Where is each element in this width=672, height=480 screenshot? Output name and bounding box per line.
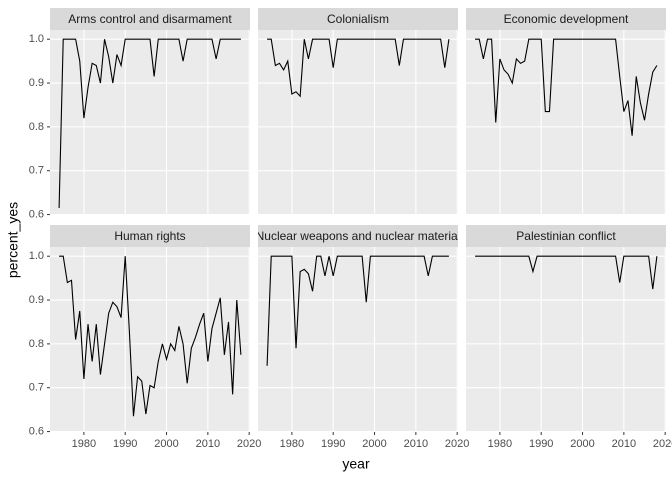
panel: Palestinian conflict 1980 1990 2000 2010 2020 — [466, 225, 672, 450]
line — [59, 255, 242, 417]
line — [58, 38, 241, 209]
strip-label: Economic development — [504, 12, 629, 26]
panel: Nuclear weapons and nuclear material 1980… — [256, 225, 469, 450]
y-tick-label: 0.6 — [29, 208, 44, 220]
panel: Human rights 0.6 0.7 0.8 0.9 1.0 1980 1990 2000 2… — [29, 225, 261, 450]
y-tick-label: 0.7 — [29, 382, 44, 394]
x-tick-label: 2000 — [154, 438, 178, 450]
y-tick-label: 1.0 — [29, 250, 44, 262]
y-tick-label: 1.0 — [29, 33, 44, 45]
y-tick-label: 0.8 — [29, 338, 44, 350]
strip — [258, 225, 458, 247]
strip-label: Nuclear weapons and nuclear material — [256, 229, 461, 243]
x-tick-label: 2020 — [445, 438, 469, 450]
strip — [50, 8, 250, 30]
x-tick-label: 2010 — [404, 438, 428, 450]
panel: Economic development — [466, 8, 666, 216]
x-tick-label: 2000 — [362, 438, 386, 450]
panel: Colonialism — [258, 8, 458, 216]
x-tick-label: 1980 — [280, 438, 304, 450]
x-tick-label: 1990 — [321, 438, 345, 450]
line — [475, 255, 658, 290]
panel-background — [258, 247, 458, 432]
x-axis-title: year — [342, 456, 370, 472]
strip — [466, 225, 666, 247]
y-tick-label: 0.6 — [29, 425, 44, 437]
x-tick-label: 1980 — [488, 438, 512, 450]
strip-label: Palestinian conflict — [516, 229, 616, 243]
strip — [466, 8, 666, 30]
panel-background — [50, 247, 250, 432]
y-tick-label: 0.8 — [29, 121, 44, 133]
line — [475, 38, 658, 136]
x-tick-label: 1990 — [529, 438, 553, 450]
strip-label: Human rights — [114, 229, 185, 243]
strip-label: Arms control and disarmament — [68, 12, 232, 26]
panel-background — [258, 30, 458, 215]
strip — [258, 8, 458, 30]
y-tick-label: 0.9 — [29, 294, 44, 306]
x-tick-label: 2000 — [570, 438, 594, 450]
line — [266, 255, 449, 366]
x-tick-label: 2010 — [612, 438, 636, 450]
line — [267, 38, 450, 98]
x-tick-label: 1990 — [113, 438, 137, 450]
x-tick-label: 1980 — [72, 438, 96, 450]
strip — [50, 225, 250, 247]
x-tick-label: 2020 — [237, 438, 261, 450]
strip-label: Colonialism — [327, 12, 389, 26]
y-tick-label: 0.9 — [29, 77, 44, 89]
y-tick-label: 0.7 — [29, 165, 44, 177]
y-axis-title: percent_yes — [5, 202, 21, 278]
x-tick-label: 2020 — [653, 438, 672, 450]
panel-background — [466, 247, 666, 432]
panel-background — [50, 30, 250, 215]
panel: Arms control and disarmament 0.6 0.7 0.8 0.9… — [29, 8, 250, 220]
x-tick-label: 2010 — [196, 438, 220, 450]
